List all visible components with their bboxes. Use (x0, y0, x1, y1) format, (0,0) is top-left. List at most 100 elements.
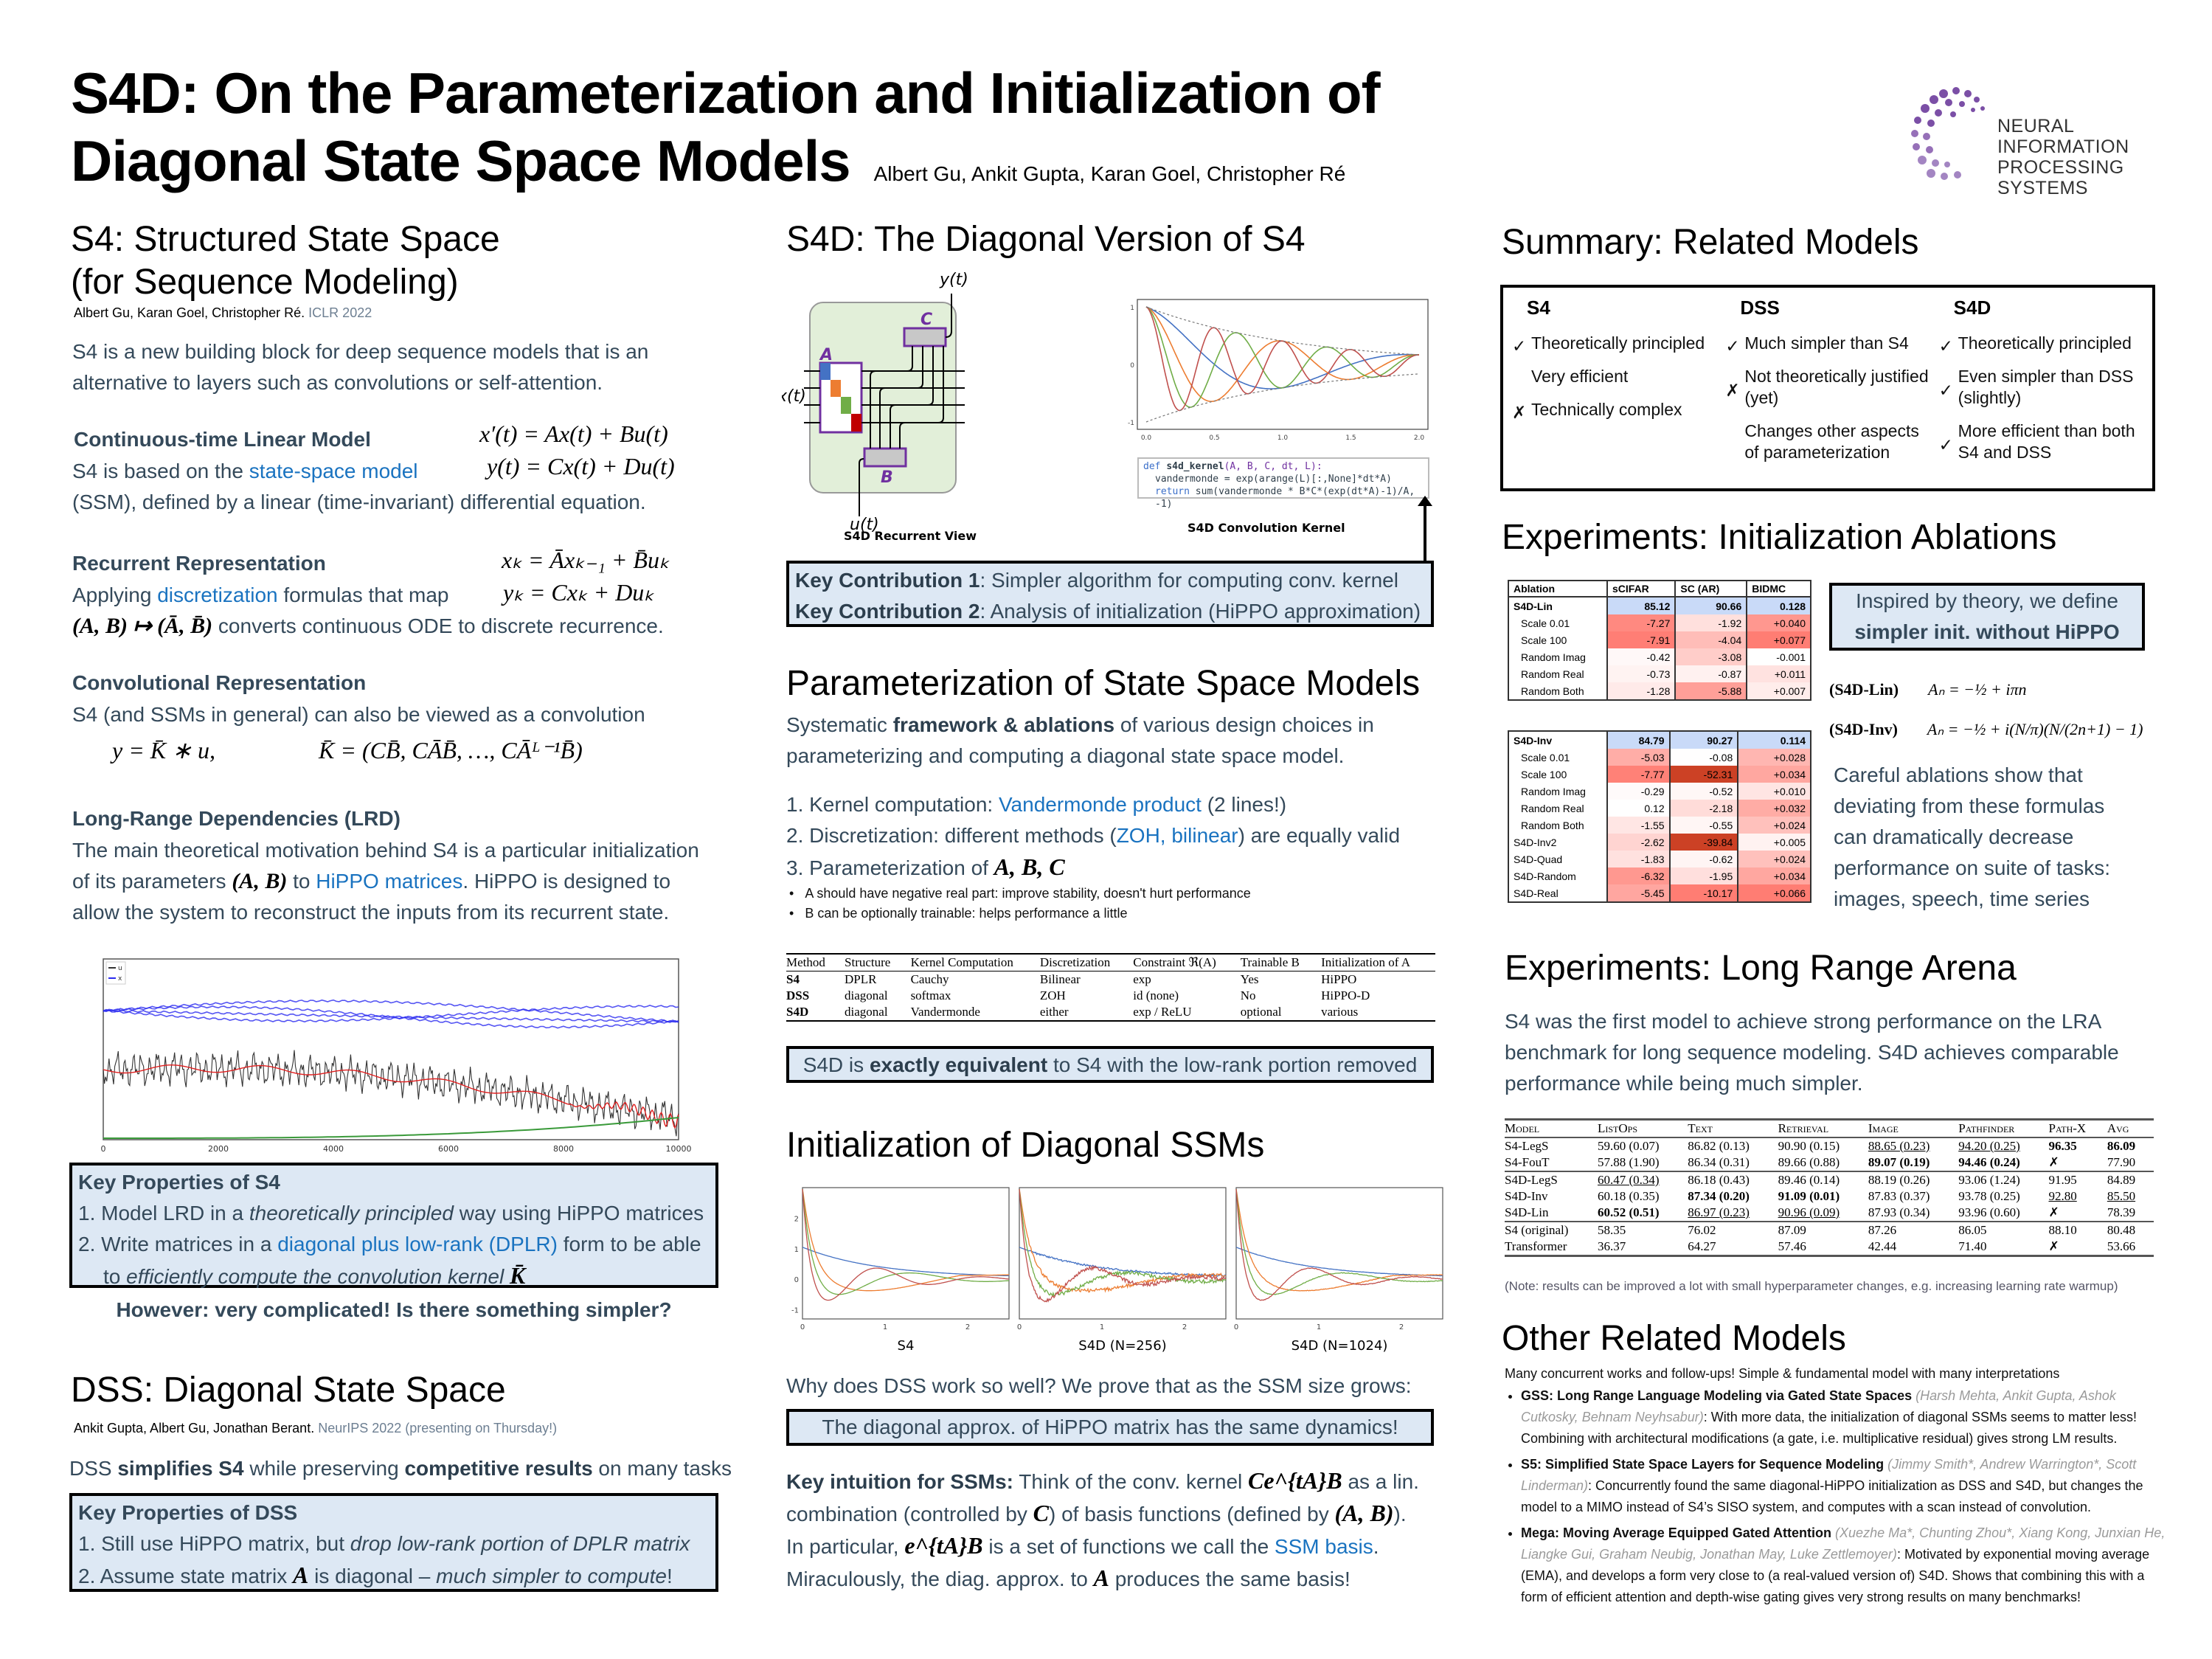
lra-value: 71.40 (1958, 1239, 1986, 1253)
init-plot-0: 210-10 1 2S4 (791, 1188, 1009, 1354)
dss-key2-it: much simpler to compute (436, 1565, 667, 1587)
ablation-cell: +0.028 (1738, 749, 1811, 766)
ablation-cell: -3.08 (1675, 648, 1747, 665)
method-col-header: Constraint ℜ(A) (1133, 954, 1241, 971)
init-y-tick: 2 (794, 1215, 799, 1223)
lra-row: S4D-LegS 60.47 (0.34) 86.18 (0.43) 89.46 (0… (1505, 1171, 2154, 1188)
lra-cell: 94.20 (0.25) (1958, 1137, 2048, 1154)
conv-heading: Convolutional Representation (72, 671, 366, 695)
vandermonde-link[interactable]: Vandermonde product (999, 793, 1202, 816)
contrib2-label: Key Contribution 2 (795, 600, 980, 623)
ablation-cell: -2.18 (1670, 800, 1738, 817)
lra-col-header: Text (1688, 1120, 1778, 1138)
legend-box (106, 962, 125, 984)
summary-list: ✓ Theoretically principled ✓ Even simpler t… (1938, 330, 2145, 472)
why-dss-text: Why does DSS work so well? We prove that… (786, 1371, 1450, 1402)
ablation-cell: -10.17 (1670, 884, 1738, 902)
equiv-post: to S4 with the low-rank portion removed (1053, 1053, 1417, 1076)
lra-cell: 86.82 (0.13) (1688, 1137, 1778, 1154)
s4-key1-it: theoretically principled (249, 1202, 454, 1225)
param-intro-pre: Systematic (786, 713, 887, 736)
matrix-c-label: C (920, 311, 932, 329)
code-def: def (1143, 461, 1160, 472)
check-icon: ✓ (1938, 363, 1957, 418)
hippo-matrices-link[interactable]: HiPPO matrices (316, 870, 462, 893)
inspired-line1: Inspired by theory, we define (1832, 586, 2142, 617)
check-icon: ✓ (1511, 330, 1530, 363)
summary-item: ✗ Technically complex (1511, 396, 1706, 429)
param-bullet1-text: A should have negative real part: improv… (805, 886, 1250, 901)
poster-title-line2: Diagonal State Space Models Albert Gu, A… (71, 127, 1380, 208)
dss-key2-a: A (293, 1562, 308, 1588)
lra-row: S4D-Inv 60.18 (0.35) 87.34 (0.20) 91.09 (0.… (1505, 1188, 2154, 1205)
method-cell: id (none) (1133, 988, 1241, 1004)
ablation-row: Random Imag -0.42 -3.08 -0.001 (1508, 648, 1811, 665)
ablation-cell: -1.28 (1607, 682, 1675, 700)
lra-cell: 86.09 (2107, 1137, 2154, 1154)
init-x-tick: 1 (883, 1323, 887, 1331)
ablation-cell: -0.62 (1670, 851, 1738, 867)
discretization-link[interactable]: discretization (157, 583, 277, 606)
rec-text-2: (A, B) ↦ (Ā, B̄) converts continuous ODE… (72, 611, 736, 642)
ablation-cell: +0.034 (1738, 867, 1811, 884)
diag-entry-4 (851, 414, 861, 432)
param-item-1: 1. Kernel computation: Vandermonde produ… (786, 789, 1450, 820)
lra-value: 78.39 (2107, 1205, 2135, 1219)
ablation-table-1-wrap: Ablation sCIFAR SC (AR) BIDMC S4D-Lin 85.12 90… (1508, 580, 1811, 701)
poster-authors: Albert Gu, Ankit Gupta, Karan Goel, Chri… (874, 140, 1346, 208)
ablation-cell: 84.79 (1607, 731, 1670, 749)
s4-key1-post: way using HiPPO matrices (460, 1202, 704, 1225)
lra-cell: ✗ (2048, 1205, 2107, 1222)
lra-table-wrap: Model ListOps Text Retrieval Image Pathfinder… (1505, 1118, 2154, 1257)
recurrent-diagram-svg: A C B x(t) y(t) u(t) S4D Recurrent View (782, 266, 1136, 546)
rec-text-post: converts continuous ODE to discrete recu… (218, 614, 664, 637)
lra-cell: 84.89 (2107, 1171, 2154, 1188)
ssm-basis-link[interactable]: SSM basis (1275, 1535, 1373, 1558)
zoh-bilinear-link[interactable]: ZOH, bilinear (1117, 824, 1238, 847)
lra-cell: 57.46 (1778, 1239, 1868, 1256)
lra-cell: 90.96 (0.09) (1778, 1205, 1868, 1222)
intuition-a: A (1094, 1565, 1109, 1591)
ablation-row-name: Scale 0.01 (1508, 614, 1607, 631)
ablation-cell: -7.77 (1607, 766, 1670, 783)
param-bullet2-text: B can be optionally trainable: helps per… (805, 906, 1127, 921)
careful-ablations-text: Careful ablations show that deviating fr… (1834, 760, 2143, 915)
lra-value: 60.47 (0.34) (1598, 1173, 1660, 1187)
check-icon: ✓ (1938, 330, 1957, 363)
lra-row: S4 (original) 58.35 76.02 87.09 87.26 86.05 88… (1505, 1222, 2154, 1239)
lra-cell: 86.97 (0.23) (1688, 1205, 1778, 1222)
s4-cite-venue: ICLR 2022 (308, 305, 372, 320)
code-line3-body: sum(vandermonde * B*C*(exp(dt*A)-1)/A, -… (1155, 486, 1415, 510)
lra-cell: 87.83 (0.37) (1868, 1188, 1958, 1205)
lra-cell: 90.90 (0.15) (1778, 1137, 1868, 1154)
poster-title-line1: S4D: On the Parameterization and Initial… (71, 59, 1380, 127)
related-section-title: Other Related Models (1502, 1317, 1846, 1360)
intuition-line-3: Miraculously, the diag. approx. to A pro… (786, 1562, 1443, 1595)
ablation-row-name: S4D-Inv (1508, 731, 1607, 749)
lra-cell: 96.35 (2048, 1137, 2107, 1154)
x-label: x(t) (782, 387, 806, 406)
dplr-link[interactable]: diagonal plus low-rank (DPLR) (277, 1233, 558, 1255)
ablation-cell: 90.66 (1675, 597, 1747, 614)
x-tick-label: 0 (101, 1144, 106, 1154)
intuition-1: Think of the conv. kernel (1019, 1470, 1242, 1493)
init-formulas: (S4D-Lin) Aₙ = −½ + iπn (S4D-Inv) Aₙ = −½ … (1829, 670, 2143, 749)
dss-cite-authors: Ankit Gupta, Albert Gu, Jonathan Berant. (74, 1421, 314, 1435)
dss-key-item-2: 2. Assume state matrix A is diagonal – m… (78, 1559, 710, 1592)
ablation-cell: -5.88 (1675, 682, 1747, 700)
intuition-basis: e^{tA}B (904, 1532, 982, 1559)
lra-cell: 58.35 (1598, 1222, 1688, 1239)
rec-eq2: yₖ = Cxₖ + Duₖ (503, 578, 654, 606)
lra-value: 87.34 (0.20) (1688, 1189, 1750, 1203)
s4-key-title: Key Properties of S4 (78, 1167, 710, 1198)
method-comparison-table-wrap: Method Structure Kernel Computation Discret… (786, 953, 1435, 1022)
ablation-row-name: Scale 100 (1508, 766, 1607, 783)
state-space-model-link[interactable]: state-space model (249, 460, 418, 482)
method-cell: exp (1133, 971, 1241, 988)
init-x-tick: 0 (800, 1323, 805, 1331)
lra-value: S4D-Lin (1505, 1205, 1549, 1219)
summary-item: ✓ Theoretically principled (1511, 330, 1706, 363)
method-cell: Vandermonde (911, 1004, 1040, 1021)
kernel-x-tick: 0.0 (1141, 434, 1152, 442)
method-cell: No (1241, 988, 1321, 1004)
